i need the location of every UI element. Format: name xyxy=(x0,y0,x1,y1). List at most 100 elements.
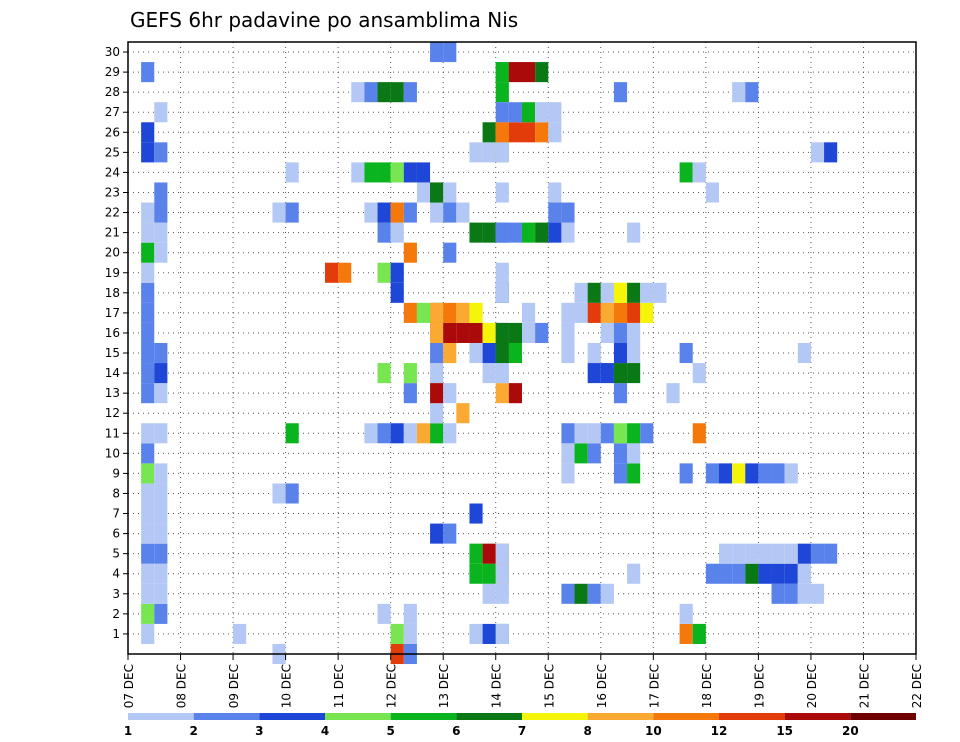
y-tick-label: 4 xyxy=(112,567,120,581)
precip-cell xyxy=(495,583,509,604)
x-tick-label: 10 DEC xyxy=(280,664,294,708)
precip-cell xyxy=(561,322,575,343)
precip-cell xyxy=(824,543,838,564)
precip-cell xyxy=(692,423,706,444)
precip-cell xyxy=(351,162,365,183)
precip-cell xyxy=(154,222,168,243)
precip-cell xyxy=(469,302,483,323)
y-tick-label: 17 xyxy=(105,306,120,320)
precip-cell xyxy=(430,383,444,404)
precip-cell xyxy=(430,403,444,424)
precip-cell xyxy=(719,463,733,484)
precip-cell xyxy=(613,443,628,464)
precip-cell xyxy=(705,463,719,484)
precip-cell xyxy=(390,423,404,444)
y-tick-label: 7 xyxy=(112,507,120,521)
precip-cell xyxy=(627,322,641,343)
precip-cell xyxy=(154,583,168,604)
precip-cell xyxy=(679,342,693,364)
colorbar-label: 3 xyxy=(255,724,263,738)
y-tick-label: 25 xyxy=(105,145,120,159)
precip-cell xyxy=(403,162,417,183)
y-tick-label: 18 xyxy=(105,286,120,300)
precip-cell xyxy=(364,423,378,444)
precip-cell xyxy=(732,563,746,584)
precip-cell xyxy=(732,543,746,564)
precip-cell xyxy=(495,102,509,123)
precip-cell xyxy=(653,282,667,303)
precip-cell xyxy=(390,222,404,243)
precip-cell xyxy=(587,302,601,323)
y-tick-label: 10 xyxy=(105,446,120,460)
precip-cell xyxy=(797,543,811,564)
precip-cell xyxy=(390,282,404,303)
precip-cell xyxy=(403,423,417,444)
precip-cell xyxy=(154,383,168,404)
precip-cell xyxy=(154,363,168,384)
precip-cell xyxy=(430,42,444,63)
precip-cell xyxy=(561,222,575,243)
precip-cell xyxy=(574,583,588,604)
precip-cell xyxy=(613,463,628,484)
precip-cell xyxy=(745,463,759,484)
precip-cell xyxy=(141,122,155,143)
x-tick-label: 14 DEC xyxy=(490,664,504,708)
precip-cell xyxy=(141,623,155,644)
precip-cell xyxy=(469,342,483,364)
precip-cell xyxy=(154,423,168,444)
colorbar-label: 4 xyxy=(321,724,329,738)
precip-cell xyxy=(443,202,457,223)
precip-cell xyxy=(325,262,339,283)
precip-cell xyxy=(771,543,785,564)
precip-cell xyxy=(587,342,601,364)
precip-cell xyxy=(403,363,417,384)
precip-cell xyxy=(403,242,417,263)
precip-cell xyxy=(154,102,168,123)
precip-cell xyxy=(495,262,509,283)
precip-cell xyxy=(561,463,575,484)
precip-cell xyxy=(495,142,509,163)
precip-cell xyxy=(587,282,601,303)
precip-cell xyxy=(495,82,509,103)
precip-cell xyxy=(627,342,641,364)
colorbar-swatch xyxy=(784,713,851,720)
precip-cell xyxy=(587,443,601,464)
precip-cell xyxy=(469,623,483,644)
precip-cell xyxy=(141,342,155,364)
precip-cell xyxy=(600,302,614,323)
precip-cell xyxy=(154,523,168,544)
colorbar-label: 2 xyxy=(189,724,197,738)
precip-cell xyxy=(784,563,798,584)
y-tick-label: 22 xyxy=(105,206,120,220)
precip-cell xyxy=(390,262,404,283)
precip-cell xyxy=(613,342,628,364)
precip-cell xyxy=(443,242,457,263)
precip-cell xyxy=(482,222,496,243)
precip-cell xyxy=(377,363,391,384)
precip-cell xyxy=(141,503,155,524)
precip-cell xyxy=(141,583,155,604)
precip-cell xyxy=(482,543,496,564)
y-axis: 1234567891011121314151617181920212223242… xyxy=(105,45,128,641)
precip-cell xyxy=(469,322,483,343)
y-tick-label: 12 xyxy=(105,406,120,420)
precip-cell xyxy=(377,82,391,103)
precip-cell xyxy=(364,82,378,103)
precip-cell xyxy=(613,322,628,343)
precip-cell xyxy=(141,543,155,564)
y-tick-label: 11 xyxy=(105,426,120,440)
colorbar-label: 7 xyxy=(518,724,526,738)
precip-cell xyxy=(600,423,614,444)
precip-cell xyxy=(508,342,522,364)
x-tick-label: 07 DEC xyxy=(122,664,136,708)
x-tick-label: 21 DEC xyxy=(857,664,871,708)
precip-cell xyxy=(495,383,509,404)
precip-cell xyxy=(824,142,838,163)
precip-cell xyxy=(758,563,772,584)
precip-cell xyxy=(351,82,365,103)
precip-cell xyxy=(443,523,457,544)
precip-cell xyxy=(272,202,286,223)
y-tick-label: 19 xyxy=(105,266,120,280)
precip-cell xyxy=(403,623,417,644)
colorbar-label: 5 xyxy=(386,724,394,738)
